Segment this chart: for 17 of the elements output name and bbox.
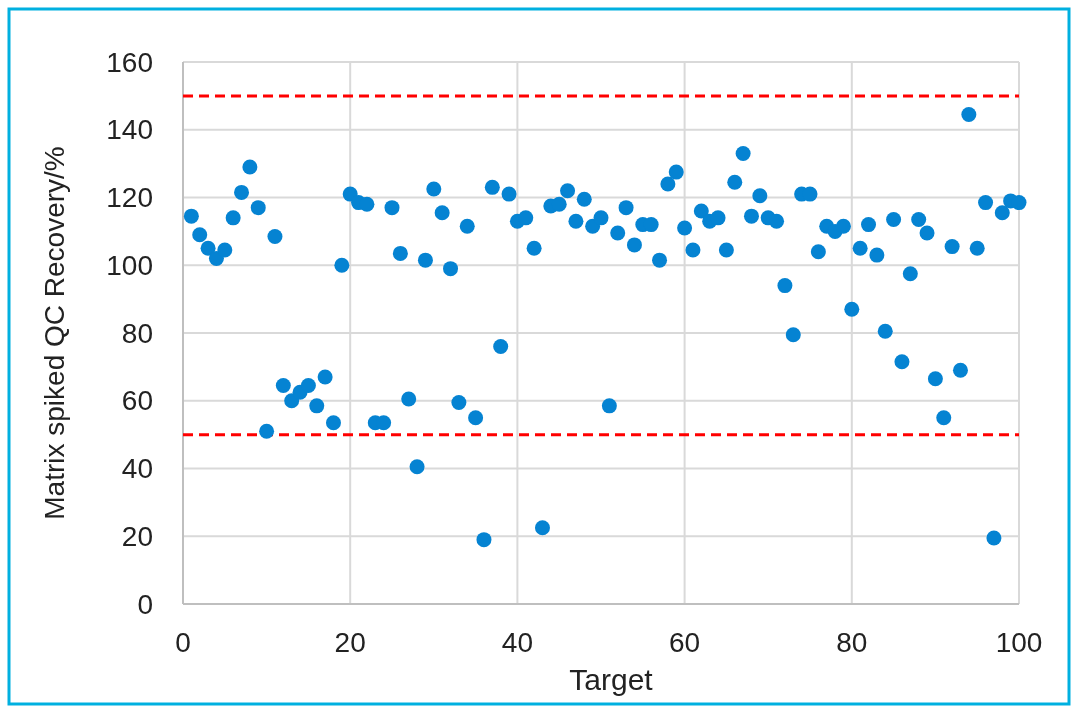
y-tick-label: 60: [121, 385, 153, 417]
x-tick-label: 100: [995, 627, 1043, 658]
y-tick-label: 40: [121, 453, 153, 484]
y-tick-label: 100: [106, 249, 153, 281]
y-tick-label: 120: [106, 182, 153, 213]
y-axis-title: Matrix spiked QC Recovery/%: [39, 146, 70, 520]
x-tick-label: 80: [836, 627, 868, 658]
x-tick-label: 20: [334, 627, 366, 658]
y-tick-label: 140: [106, 114, 153, 146]
x-tick-label: 60: [669, 627, 701, 658]
y-tick-label: 20: [121, 520, 153, 552]
x-tick-label: 0: [175, 627, 191, 658]
y-tick-label: 0: [137, 588, 153, 620]
x-axis-title: Target: [569, 663, 654, 696]
x-tick-label: 40: [501, 627, 533, 658]
y-tick-label: 160: [106, 46, 153, 78]
y-tick-label: 80: [121, 317, 153, 349]
